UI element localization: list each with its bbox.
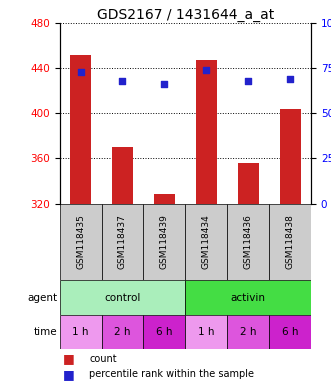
Text: agent: agent [27,293,58,303]
Text: GSM118434: GSM118434 [202,215,211,269]
Text: ■: ■ [63,368,74,381]
Point [120,78,125,84]
Bar [227,204,269,280]
Bar [60,280,185,315]
Bar [60,315,102,349]
Point [162,81,167,88]
Bar [70,55,91,204]
Text: GSM118438: GSM118438 [286,215,295,269]
Text: 2 h: 2 h [114,327,131,337]
Text: ■: ■ [63,353,74,366]
Bar [60,204,102,280]
Bar [185,315,227,349]
Bar [185,280,311,315]
Text: GSM118439: GSM118439 [160,215,169,269]
Text: time: time [34,327,58,337]
Text: 1 h: 1 h [198,327,214,337]
Bar [269,204,311,280]
Text: GSM118436: GSM118436 [244,215,253,269]
Bar [143,315,185,349]
Text: 6 h: 6 h [282,327,299,337]
Text: GSM118435: GSM118435 [76,215,85,269]
Bar [112,147,133,204]
Text: GSM118437: GSM118437 [118,215,127,269]
Text: 6 h: 6 h [156,327,173,337]
Bar [185,204,227,280]
Bar [102,204,143,280]
Text: control: control [104,293,141,303]
Bar [269,315,311,349]
Text: 1 h: 1 h [72,327,89,337]
Bar [227,315,269,349]
Bar [143,204,185,280]
Bar [102,315,143,349]
Point [246,78,251,84]
Bar [154,195,175,204]
Text: activin: activin [231,293,266,303]
Bar [280,109,301,204]
Bar [238,163,259,204]
Bar [196,60,217,204]
Point [204,67,209,73]
Text: 2 h: 2 h [240,327,257,337]
Title: GDS2167 / 1431644_a_at: GDS2167 / 1431644_a_at [97,8,274,22]
Text: percentile rank within the sample: percentile rank within the sample [89,369,254,379]
Point [288,76,293,82]
Point [78,69,83,75]
Text: count: count [89,354,117,364]
